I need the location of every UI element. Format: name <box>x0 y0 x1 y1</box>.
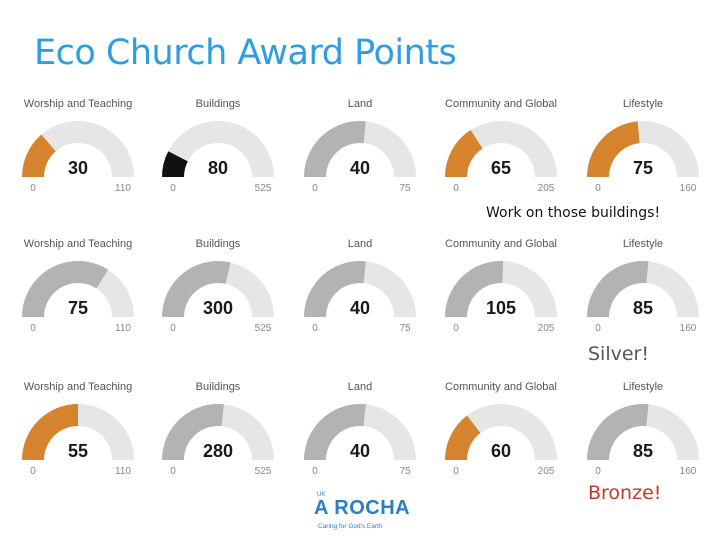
gauge-min-label: 0 <box>312 183 318 194</box>
gauge-title: Worship and Teaching <box>24 381 132 393</box>
gauge-max-label: 205 <box>538 183 555 194</box>
gauge-max-label: 110 <box>115 466 131 477</box>
gauge-max-label: 525 <box>255 323 272 334</box>
gauge-value: 300 <box>203 298 233 318</box>
gauge-value: 80 <box>208 158 228 178</box>
gauge-min-label: 0 <box>312 466 318 477</box>
gauge-title: Land <box>348 238 372 250</box>
gauge-track <box>22 121 134 177</box>
gauge-fill <box>22 260 109 317</box>
gauge-title: Community and Global <box>445 381 557 393</box>
gauge-title: Buildings <box>196 98 241 110</box>
gauge-min-label: 0 <box>30 183 36 194</box>
gauge-fill <box>304 261 366 317</box>
logo-prefix: UK <box>317 492 326 498</box>
gauge-title: Lifestyle <box>623 381 663 393</box>
gauge-value: 40 <box>350 298 370 318</box>
gauge-max-label: 160 <box>680 323 697 334</box>
gauge-title: Land <box>348 98 372 110</box>
gauge-value: 85 <box>633 298 653 318</box>
gauge-min-label: 0 <box>595 466 601 477</box>
gauge-value: 60 <box>491 441 511 461</box>
gauge-max-label: 205 <box>538 323 555 334</box>
gauge-title: Lifestyle <box>623 238 663 250</box>
gauge-max-label: 75 <box>399 183 411 194</box>
gauge-max-label: 525 <box>255 183 272 194</box>
gauge-fill <box>162 404 224 460</box>
a-rocha-logo: UK A ROCHA Caring for God's Earth <box>312 492 412 536</box>
gauge-value: 55 <box>68 441 88 461</box>
note-silver: Silver! <box>588 343 649 365</box>
gauge-max-label: 110 <box>115 323 131 334</box>
gauge-value: 85 <box>633 441 653 461</box>
gauge-fill <box>304 404 366 460</box>
gauge-max-label: 110 <box>115 183 131 194</box>
page-title: Eco Church Award Points <box>34 33 457 73</box>
gauge-fill <box>587 121 640 177</box>
gauge-title: Land <box>348 381 372 393</box>
gauge-value: 75 <box>633 158 653 178</box>
gauge-max-label: 205 <box>538 466 555 477</box>
gauge-max-label: 160 <box>680 466 697 477</box>
gauge-fill <box>445 260 504 317</box>
gauge-max-label: 525 <box>255 466 272 477</box>
gauge-value: 65 <box>491 158 511 178</box>
gauge-fill <box>22 134 56 177</box>
gauge-title: Community and Global <box>445 238 557 250</box>
gauge-fill <box>587 404 649 460</box>
gauge-fill <box>22 404 78 460</box>
gauge-min-label: 0 <box>453 466 459 477</box>
gauge-fill <box>445 130 483 177</box>
gauge-min-label: 0 <box>595 183 601 194</box>
gauge-fill <box>304 121 366 177</box>
gauge-title: Buildings <box>196 238 241 250</box>
gauge-max-label: 75 <box>399 323 411 334</box>
gauge-value: 30 <box>68 158 88 178</box>
gauge-fill <box>162 260 231 317</box>
gauge-min-label: 0 <box>170 323 176 334</box>
gauge-min-label: 0 <box>312 323 318 334</box>
gauge-fill <box>587 261 649 317</box>
gauge-max-label: 75 <box>399 466 411 477</box>
gauge-title: Community and Global <box>445 98 557 110</box>
note-buildings: Work on those buildings! <box>486 205 661 221</box>
gauge-track <box>445 404 557 460</box>
gauge-min-label: 0 <box>170 183 176 194</box>
gauge-value: 40 <box>350 441 370 461</box>
gauge-title: Lifestyle <box>623 98 663 110</box>
gauge-value: 40 <box>350 158 370 178</box>
gauge-value: 280 <box>203 441 233 461</box>
gauge-fill <box>445 415 481 460</box>
gauge-min-label: 0 <box>170 466 176 477</box>
logo-name: A ROCHA <box>314 497 411 519</box>
gauge-fill <box>162 151 188 177</box>
gauge-min-label: 0 <box>453 323 459 334</box>
gauge-track <box>162 121 274 177</box>
gauge-max-label: 160 <box>680 183 697 194</box>
gauge-min-label: 0 <box>30 323 36 334</box>
gauge-min-label: 0 <box>30 466 36 477</box>
gauge-title: Worship and Teaching <box>24 98 132 110</box>
gauge-value: 75 <box>68 298 88 318</box>
gauge-value: 105 <box>486 298 516 318</box>
gauge-min-label: 0 <box>595 323 601 334</box>
logo-tagline: Caring for God's Earth <box>318 523 383 530</box>
gauge-title: Worship and Teaching <box>24 238 132 250</box>
gauge-min-label: 0 <box>453 183 459 194</box>
gauge-title: Buildings <box>196 381 241 393</box>
note-bronze: Bronze! <box>588 482 662 504</box>
